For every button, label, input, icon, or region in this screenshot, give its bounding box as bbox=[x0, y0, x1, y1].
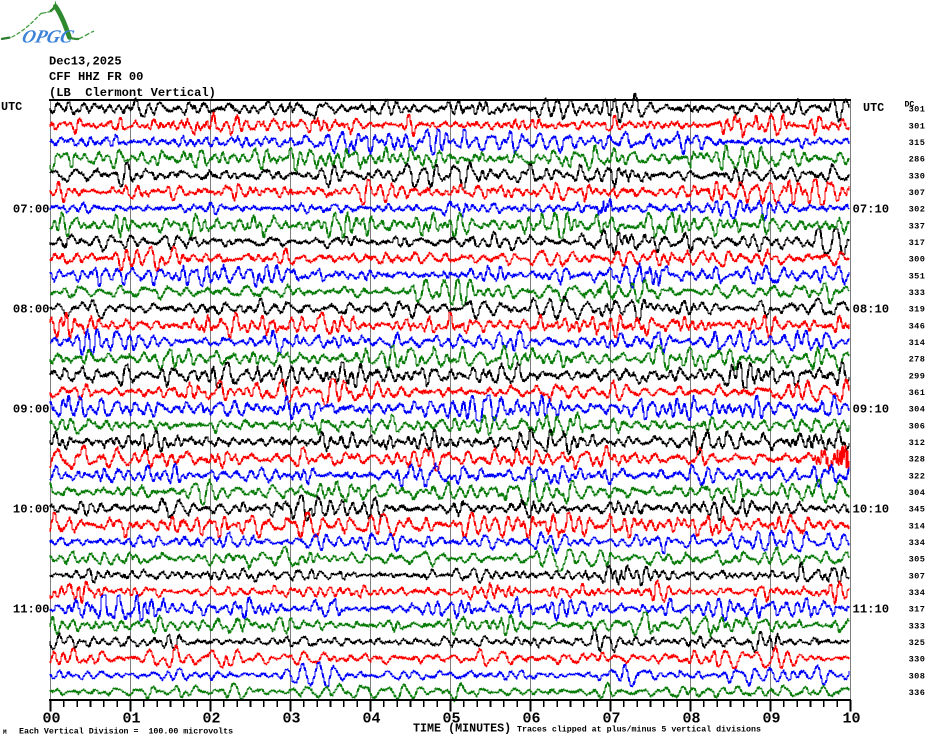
svg-text:304: 304 bbox=[909, 405, 926, 415]
svg-text:OPGC: OPGC bbox=[20, 27, 76, 48]
svg-text:328: 328 bbox=[909, 455, 926, 465]
svg-text:08:10: 08:10 bbox=[853, 303, 890, 317]
svg-text:301: 301 bbox=[909, 121, 926, 131]
svg-text:CFF HHZ FR 00: CFF HHZ FR 00 bbox=[49, 70, 143, 84]
svg-text:334: 334 bbox=[909, 588, 926, 598]
svg-text:UTC: UTC bbox=[863, 101, 884, 115]
svg-text:361: 361 bbox=[909, 388, 926, 398]
svg-text:302: 302 bbox=[909, 205, 926, 215]
svg-text:336: 336 bbox=[909, 688, 926, 698]
svg-text:351: 351 bbox=[909, 271, 926, 281]
svg-text:UTC: UTC bbox=[1, 100, 22, 114]
svg-text:07:10: 07:10 bbox=[853, 203, 890, 217]
svg-text:10: 10 bbox=[842, 711, 860, 728]
svg-text:330: 330 bbox=[909, 655, 926, 665]
svg-text:337: 337 bbox=[909, 221, 926, 231]
svg-text:314: 314 bbox=[909, 338, 926, 348]
svg-text:305: 305 bbox=[909, 555, 926, 565]
svg-text:09:10: 09:10 bbox=[853, 403, 890, 417]
svg-text:07:00: 07:00 bbox=[13, 203, 50, 217]
svg-text:01: 01 bbox=[122, 711, 140, 728]
svg-text:278: 278 bbox=[909, 355, 926, 365]
svg-text:300: 300 bbox=[909, 255, 926, 265]
svg-text:307: 307 bbox=[909, 188, 926, 198]
svg-text:304: 304 bbox=[909, 488, 926, 498]
svg-text:00: 00 bbox=[42, 711, 60, 728]
svg-text:317: 317 bbox=[909, 238, 926, 248]
svg-text:(LB Clermont Vertical): (LB Clermont Vertical) bbox=[49, 86, 216, 100]
svg-text:325: 325 bbox=[909, 638, 926, 648]
svg-text:345: 345 bbox=[909, 505, 926, 515]
svg-text:02: 02 bbox=[202, 711, 220, 728]
svg-text:315: 315 bbox=[909, 138, 926, 148]
svg-text:334: 334 bbox=[909, 538, 926, 548]
svg-text:333: 333 bbox=[909, 288, 926, 298]
svg-text:Dec13,2025: Dec13,2025 bbox=[49, 55, 122, 69]
svg-text:11:00: 11:00 bbox=[13, 603, 50, 617]
svg-text:346: 346 bbox=[909, 321, 926, 331]
svg-text:09:00: 09:00 bbox=[13, 403, 50, 417]
svg-text:330: 330 bbox=[909, 171, 926, 181]
svg-text:10:10: 10:10 bbox=[853, 503, 890, 517]
svg-text:319: 319 bbox=[909, 305, 926, 315]
svg-text:299: 299 bbox=[909, 371, 926, 381]
svg-text:08:00: 08:00 bbox=[13, 303, 50, 317]
svg-text:307: 307 bbox=[909, 571, 926, 581]
svg-text:10:00: 10:00 bbox=[13, 503, 50, 517]
svg-text:TIME (MINUTES): TIME (MINUTES) bbox=[413, 722, 511, 736]
svg-text:06: 06 bbox=[522, 711, 540, 728]
svg-text:11:10: 11:10 bbox=[853, 603, 890, 617]
svg-text:08: 08 bbox=[682, 711, 700, 728]
svg-text:Each Vertical Division = 100.: Each Vertical Division = 100.00 microvol… bbox=[19, 727, 233, 737]
svg-text:322: 322 bbox=[909, 471, 926, 481]
svg-text:04: 04 bbox=[362, 711, 380, 728]
svg-text:333: 333 bbox=[909, 621, 926, 631]
svg-text:286: 286 bbox=[909, 155, 926, 165]
svg-text:317: 317 bbox=[909, 605, 926, 615]
svg-text:07: 07 bbox=[602, 711, 620, 728]
svg-text:314: 314 bbox=[909, 521, 926, 531]
svg-text:03: 03 bbox=[282, 711, 300, 728]
svg-text:05: 05 bbox=[442, 711, 460, 728]
svg-text:301: 301 bbox=[909, 105, 926, 115]
svg-text:DC: DC bbox=[905, 101, 915, 110]
svg-text:308: 308 bbox=[909, 671, 926, 681]
svg-text:Traces clipped at plus/minus 5: Traces clipped at plus/minus 5 vertical … bbox=[517, 725, 761, 735]
svg-text:M: M bbox=[3, 729, 7, 736]
svg-text:312: 312 bbox=[909, 438, 926, 448]
svg-text:09: 09 bbox=[762, 711, 780, 728]
svg-text:306: 306 bbox=[909, 421, 926, 431]
